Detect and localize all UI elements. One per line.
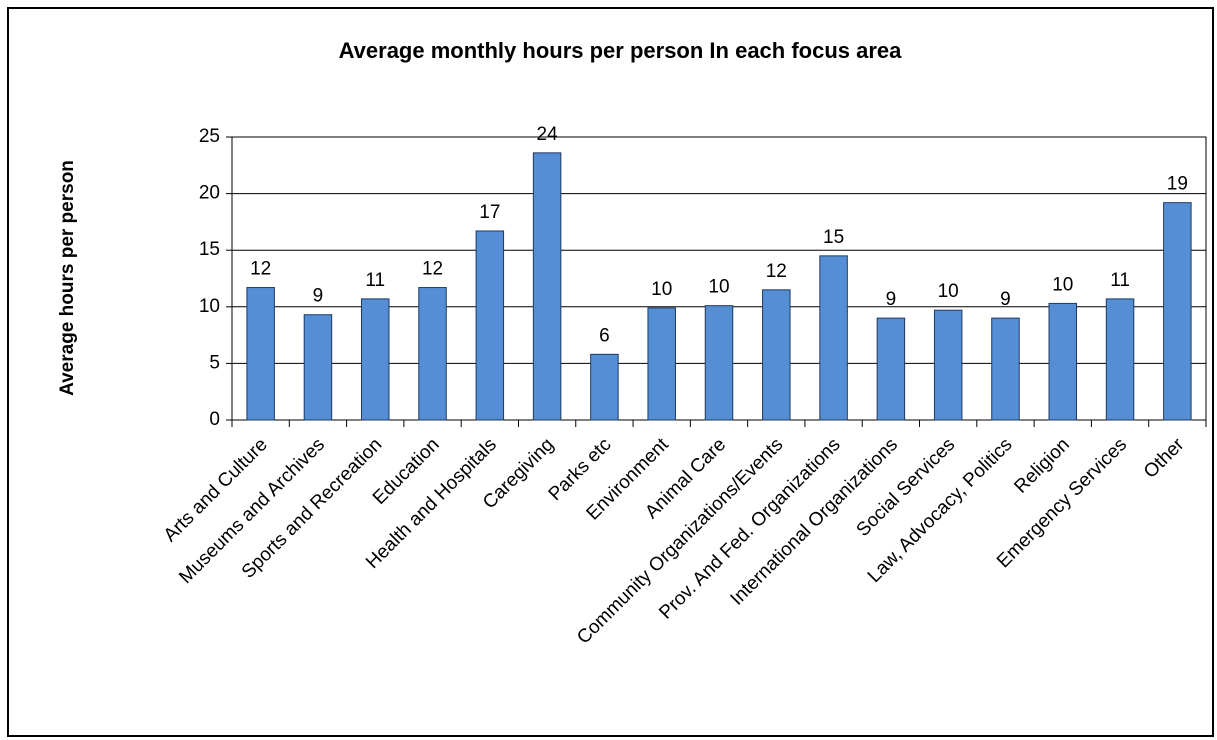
y-tick-label: 25	[199, 126, 220, 147]
bar	[418, 287, 447, 421]
bar	[532, 152, 562, 421]
value-label: 10	[1052, 274, 1073, 295]
bar	[475, 230, 505, 421]
bar	[1048, 302, 1078, 421]
value-label: 11	[1110, 270, 1130, 291]
bar	[876, 317, 906, 421]
bar	[762, 289, 791, 421]
chart-title: Average monthly hours per person In each…	[339, 38, 903, 63]
bar	[303, 314, 333, 421]
bar	[819, 255, 848, 421]
y-axis-label: Average hours per person	[57, 160, 78, 396]
value-label: 10	[938, 281, 959, 302]
value-label: 17	[479, 202, 500, 223]
value-label: 10	[651, 279, 672, 300]
value-label: 15	[823, 227, 844, 248]
value-label: 24	[537, 124, 559, 145]
value-label: 10	[708, 277, 729, 298]
bar	[1163, 202, 1192, 421]
value-label: 19	[1167, 174, 1188, 195]
y-tick-label: 20	[199, 183, 220, 204]
value-label: 12	[250, 259, 271, 280]
value-label: 9	[313, 286, 324, 307]
bar	[991, 317, 1020, 421]
bar	[647, 307, 676, 421]
y-tick-label: 10	[199, 296, 220, 317]
bar	[1105, 298, 1135, 421]
bar	[360, 298, 390, 421]
bar	[704, 305, 734, 421]
value-label: 12	[422, 259, 443, 280]
y-tick-label: 15	[199, 239, 220, 260]
bar	[246, 287, 275, 421]
y-tick-label: 5	[209, 352, 220, 373]
bar	[590, 353, 619, 421]
value-label: 11	[365, 270, 385, 291]
value-label: 6	[599, 325, 610, 346]
value-label: 9	[1000, 289, 1011, 310]
y-tick-label: 0	[209, 409, 220, 430]
value-label: 12	[766, 261, 787, 282]
value-label: 9	[886, 289, 897, 310]
bar	[933, 309, 963, 421]
